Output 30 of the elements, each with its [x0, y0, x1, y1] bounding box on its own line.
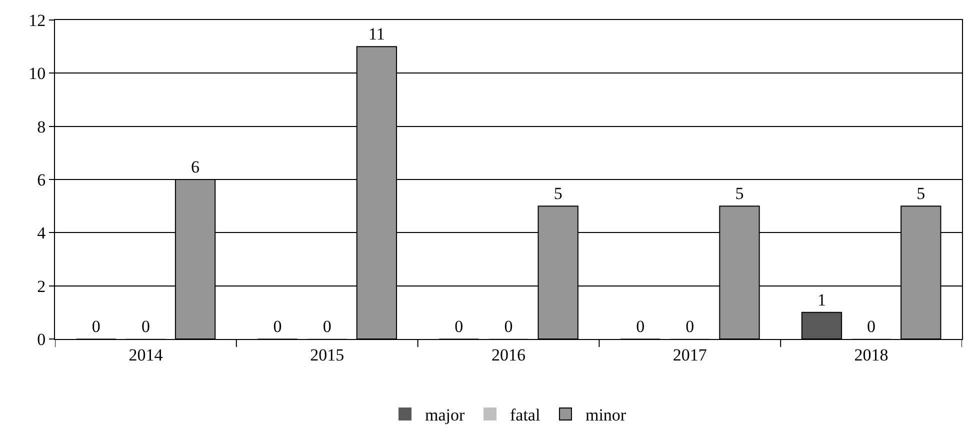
y-tick-label: 2	[37, 276, 46, 296]
data-label: 0	[273, 317, 282, 336]
legend-label: major	[425, 406, 465, 425]
legend-label: fatal	[510, 406, 540, 425]
data-label: 0	[141, 317, 150, 336]
data-label: 0	[686, 317, 694, 336]
y-tick-label: 6	[37, 170, 46, 190]
data-label: 0	[636, 317, 645, 336]
data-label: 5	[554, 184, 562, 204]
data-label: 0	[867, 317, 876, 336]
y-tick-label: 8	[37, 117, 46, 136]
data-label: 0	[322, 317, 332, 336]
x-tick-label: 2017	[672, 345, 708, 364]
data-label: 5	[916, 184, 926, 204]
x-tick-label: 2016	[492, 345, 526, 364]
y-tick-label: 4	[37, 224, 46, 243]
x-tick-label: 2015	[310, 345, 344, 364]
y-tick-label: 10	[28, 64, 46, 84]
y-tick-label: 12	[28, 10, 46, 30]
x-tick-label: 2018	[854, 345, 888, 364]
data-label: 0	[504, 317, 513, 336]
data-label: 0	[454, 317, 464, 336]
data-label: 11	[368, 24, 385, 44]
data-label: 6	[191, 158, 200, 176]
y-tick-label: 0	[37, 330, 46, 349]
data-label: 0	[92, 317, 100, 336]
legend-label: minor	[585, 406, 626, 425]
data-label: 1	[817, 290, 826, 310]
x-tick-label: 2014	[128, 345, 164, 364]
data-label: 5	[735, 184, 744, 204]
